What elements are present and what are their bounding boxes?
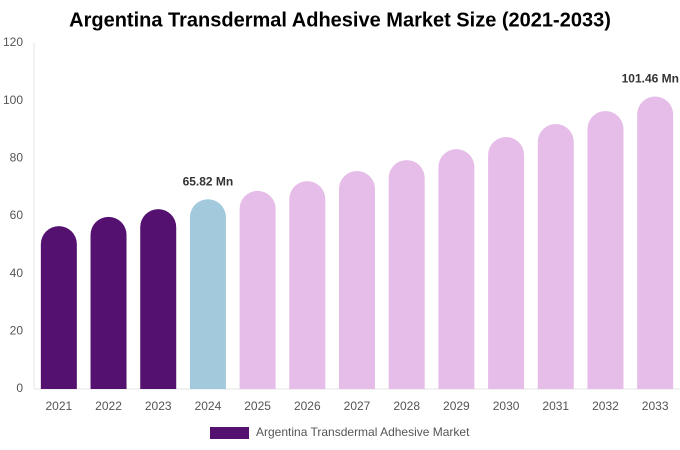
y-tick-label: 80 — [10, 151, 24, 165]
bar — [537, 124, 574, 389]
x-tick-label: 2033 — [642, 399, 669, 413]
x-tick-label: 2025 — [244, 399, 271, 413]
value-label: 101.46 Mn — [622, 72, 679, 86]
bar — [388, 160, 425, 389]
y-tick-label: 100 — [3, 93, 23, 107]
x-tick-label: 2026 — [294, 399, 321, 413]
bar — [189, 199, 226, 389]
x-tick-label: 2024 — [195, 399, 222, 413]
y-tick-label: 40 — [10, 266, 24, 280]
bar — [587, 111, 624, 389]
value-label: 65.82 Mn — [183, 174, 234, 188]
y-tick-label: 120 — [3, 35, 23, 49]
x-tick-label: 2027 — [344, 399, 371, 413]
x-tick-label: 2021 — [45, 399, 72, 413]
bar — [239, 190, 276, 389]
bar — [339, 171, 375, 389]
x-tick-label: 2028 — [393, 399, 420, 413]
bar — [40, 226, 77, 389]
x-tick-label: 2029 — [443, 399, 470, 413]
legend-label: Argentina Transdermal Adhesive Market — [256, 425, 470, 439]
bar — [90, 216, 127, 389]
bar — [438, 149, 475, 389]
y-tick-label: 60 — [10, 208, 24, 222]
bar — [488, 137, 525, 389]
bar — [289, 181, 326, 389]
x-tick-label: 2023 — [145, 399, 172, 413]
y-tick-label: 0 — [16, 381, 23, 395]
x-tick-label: 2030 — [493, 399, 520, 413]
x-tick-label: 2031 — [542, 399, 569, 413]
y-tick-label: 20 — [10, 324, 24, 338]
x-tick-label: 2022 — [95, 399, 122, 413]
chart-title: Argentina Transdermal Adhesive Market Si… — [69, 9, 611, 31]
bar — [637, 96, 674, 389]
bar — [140, 209, 177, 389]
x-tick-label: 2032 — [592, 399, 619, 413]
legend-swatch — [210, 427, 249, 439]
